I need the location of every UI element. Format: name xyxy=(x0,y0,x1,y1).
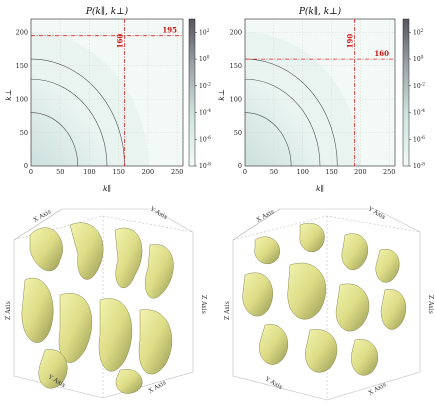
colorbar-tick-label: 10-2 xyxy=(199,81,211,90)
x-tick-label: 0 xyxy=(29,168,33,176)
isosurface-volume-right: X Axis Y Axis Z Axis Z Axis Y Axis X Axi… xyxy=(224,205,434,401)
plot-area xyxy=(30,18,184,167)
x-tick-label: 100 xyxy=(296,168,308,176)
annotation-k-perp: 195 xyxy=(162,26,177,35)
y-tick-label: 50 xyxy=(20,129,28,137)
isosurface-volume-left: X Axis Y Axis Z Axis Z Axis Y Axis X Axi… xyxy=(5,205,207,399)
spectrum-panel-left: P(k∥, k⊥) 0 50 100 150 200 250 0 50 100 150 200 k… xyxy=(4,6,211,193)
x-axis-label: k∥ xyxy=(316,184,324,193)
annotation-k-par: 160 xyxy=(116,34,125,49)
chart-title: P(k∥, k⊥) xyxy=(85,6,129,17)
colorbar-tick-label: 10-6 xyxy=(199,135,211,144)
z-axis-label-3d-left: Z Axis xyxy=(5,301,12,320)
colorbar-tick-label: 100 xyxy=(199,55,210,64)
y-axis-label-3d: Y Axis xyxy=(148,205,168,221)
x-axis-label: k∥ xyxy=(103,184,111,193)
x-tick-label: 150 xyxy=(325,168,337,176)
isosurface-blobs xyxy=(242,223,407,376)
z-axis-label-3d-right: Z Axis xyxy=(200,295,207,314)
contour-line xyxy=(245,112,292,166)
x-tick-label: 250 xyxy=(383,168,395,176)
colorbar-gradient xyxy=(402,18,410,167)
chart-title: P(k∥, k⊥) xyxy=(298,6,342,17)
contour-line xyxy=(245,58,338,166)
y-tick-label: 100 xyxy=(230,95,242,103)
annotation-k-par: 190 xyxy=(346,34,355,49)
colorbar-tick-label: 10-2 xyxy=(413,81,425,90)
z-axis-label-3d-left: Z Axis xyxy=(224,301,231,320)
colorbar-tick-label: 10-6 xyxy=(413,135,425,144)
colorbar-tick-label: 102 xyxy=(413,28,424,37)
y-axis-label-3d-bottom: Y Axis xyxy=(263,375,283,391)
x-axis-label-3d-bottom: X Axis xyxy=(148,379,168,395)
x-tick-label: 0 xyxy=(243,168,247,176)
colorbar-tick-label: 10-4 xyxy=(413,108,425,117)
contour-line xyxy=(31,58,125,166)
z-axis-label-3d-right: Z Axis xyxy=(427,295,434,314)
x-axis-label-3d: X Axis xyxy=(256,208,276,224)
x-axis-label-3d-bottom: X Axis xyxy=(368,381,388,397)
x-tick-label: 150 xyxy=(112,168,124,176)
y-tick-label: 0 xyxy=(24,162,28,170)
plot-frame xyxy=(30,18,184,167)
cutoff-lines xyxy=(245,19,395,166)
x-tick-labels: 0 50 100 150 200 250 xyxy=(29,168,183,176)
colorbar-tick-label: 100 xyxy=(413,55,424,64)
cutoff-annotations: 160 195 xyxy=(116,26,178,49)
colorbar-tick-label: 10-8 xyxy=(413,162,425,171)
x-tick-label: 250 xyxy=(171,168,183,176)
x-tick-label: 50 xyxy=(56,168,64,176)
y-tick-label: 200 xyxy=(16,29,28,37)
contour-line xyxy=(31,112,79,166)
colorbar-tick-label: 10-4 xyxy=(199,108,211,117)
spectrum-panel-right: P(k∥, k⊥) 0 50 100 150 200 250 0 50 100 150 200 k… xyxy=(217,6,425,193)
cutoff-lines xyxy=(31,19,183,166)
x-tick-label: 200 xyxy=(354,168,366,176)
colorbar-gradient xyxy=(188,18,196,167)
annotation-k-perp: 160 xyxy=(374,49,389,58)
cutoff-annotations: 190 160 xyxy=(346,34,390,59)
y-axis-label-3d: Y Axis xyxy=(366,205,386,221)
y-tick-labels: 0 50 100 150 200 xyxy=(16,29,28,171)
x-tick-label: 200 xyxy=(142,168,154,176)
colorbar: 102 100 10-2 10-4 10-6 10-8 xyxy=(188,18,211,171)
isosurface-blobs xyxy=(21,222,174,394)
y-tick-label: 150 xyxy=(230,62,242,70)
contour-line xyxy=(31,78,108,166)
y-tick-label: 150 xyxy=(16,62,28,70)
x-tick-label: 50 xyxy=(270,168,278,176)
colorbar-tick-label: 102 xyxy=(199,28,210,37)
y-tick-labels: 0 50 100 150 200 xyxy=(230,29,242,171)
y-tick-label: 50 xyxy=(234,129,242,137)
y-tick-label: 200 xyxy=(230,29,242,37)
contour-line xyxy=(245,78,321,166)
y-tick-label: 100 xyxy=(16,95,28,103)
y-tick-label: 0 xyxy=(238,162,242,170)
plot-frame xyxy=(244,18,396,167)
x-tick-label: 100 xyxy=(83,168,95,176)
colorbar-tick-label: 10-8 xyxy=(199,162,211,171)
x-tick-labels: 0 50 100 150 200 250 xyxy=(243,168,396,176)
y-axis-label: k⊥ xyxy=(217,89,226,101)
colorbar: 102 100 10-2 10-4 10-6 10-8 xyxy=(402,18,425,171)
plot-area xyxy=(244,18,396,167)
y-axis-label: k⊥ xyxy=(4,89,13,101)
volume-box xyxy=(13,208,194,399)
